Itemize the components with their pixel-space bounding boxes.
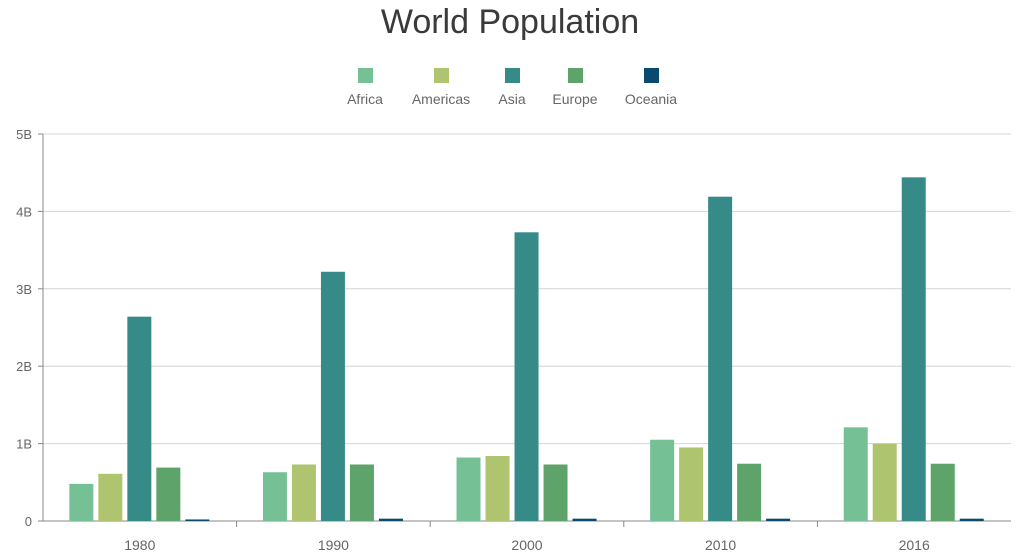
legend-label-europe: Europe (552, 91, 598, 107)
y-tick-label: 2B (16, 359, 32, 374)
bar-africa-2000[interactable] (456, 457, 481, 521)
bar-europe-2016[interactable] (930, 463, 955, 521)
bar-americas-2000[interactable] (485, 455, 510, 521)
legend-item-oceania[interactable]: Oceania (611, 66, 691, 107)
x-tick-label: 1980 (124, 537, 155, 553)
bar-oceania-1980[interactable] (185, 519, 210, 521)
legend-label-asia: Asia (498, 91, 526, 107)
bar-americas-2016[interactable] (872, 443, 897, 521)
y-tick-label: 3B (16, 282, 32, 297)
y-tick-label: 4B (16, 204, 32, 219)
bar-europe-2010[interactable] (737, 463, 762, 521)
legend-label-oceania: Oceania (624, 91, 678, 107)
bar-europe-2000[interactable] (543, 464, 568, 521)
bar-asia-1990[interactable] (320, 271, 345, 521)
legend-swatch-europe (567, 68, 583, 83)
x-tick-label: 2010 (705, 537, 736, 553)
x-tick-label: 2016 (899, 537, 930, 553)
bar-americas-1980[interactable] (98, 473, 123, 521)
y-tick-label: 0 (25, 514, 32, 529)
chart-legend: Africa Americas Asia Europe Oceania (0, 66, 1020, 110)
bar-oceania-2010[interactable] (766, 518, 791, 521)
bar-africa-2016[interactable] (843, 427, 868, 521)
bar-oceania-2016[interactable] (959, 518, 984, 521)
bar-asia-2016[interactable] (901, 177, 926, 521)
bar-europe-1990[interactable] (349, 464, 374, 521)
bar-americas-1990[interactable] (291, 464, 316, 521)
chart-title: World Population (380, 3, 640, 41)
bar-asia-1980[interactable] (127, 316, 152, 521)
x-tick-label: 2000 (511, 537, 542, 553)
bar-oceania-1990[interactable] (378, 518, 403, 521)
legend-swatch-africa (357, 68, 373, 83)
legend-label-americas: Americas (411, 91, 471, 107)
legend-item-americas[interactable]: Americas (401, 66, 481, 107)
bar-europe-1980[interactable] (156, 467, 181, 521)
legend-item-asia[interactable]: Asia (472, 66, 552, 107)
bar-africa-1980[interactable] (69, 483, 94, 521)
bar-asia-2000[interactable] (514, 232, 539, 521)
bar-oceania-2000[interactable] (572, 518, 597, 521)
x-tick-label: 1990 (318, 537, 349, 553)
bar-africa-1990[interactable] (262, 472, 287, 521)
legend-swatch-americas (433, 68, 449, 83)
legend-label-africa: Africa (347, 91, 383, 107)
legend-item-europe[interactable]: Europe (535, 66, 615, 107)
bar-asia-2010[interactable] (708, 196, 733, 521)
legend-swatch-oceania (643, 68, 659, 83)
legend-item-africa[interactable]: Africa (325, 66, 405, 107)
y-tick-label: 1B (16, 437, 32, 452)
bar-americas-2010[interactable] (679, 447, 704, 521)
bar-africa-2010[interactable] (650, 439, 675, 521)
y-tick-label: 5B (16, 127, 32, 142)
legend-swatch-asia (504, 68, 520, 83)
